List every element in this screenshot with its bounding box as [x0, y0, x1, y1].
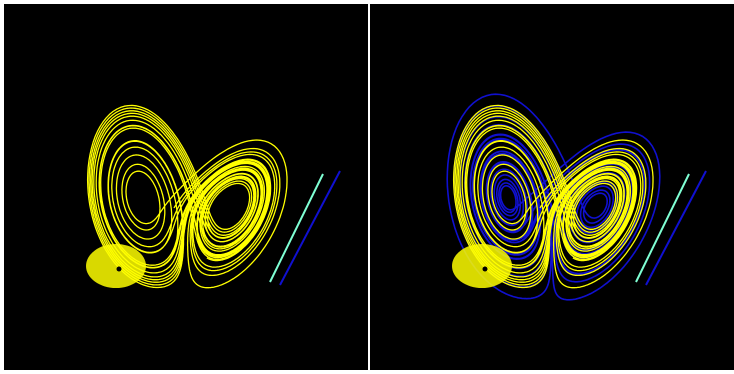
fixed-point-1 — [482, 266, 488, 272]
attractor-plot-left — [4, 4, 368, 370]
trajectory-primary-0 — [86, 104, 288, 289]
attractor-panel-left — [4, 4, 368, 370]
attractor-panel-right — [370, 4, 734, 370]
attractor-core-0 — [86, 244, 146, 288]
marker-line-1 — [635, 173, 690, 283]
fixed-point-0 — [116, 266, 122, 272]
marker-line-0 — [269, 173, 324, 283]
trajectory-primary-1 — [452, 104, 654, 289]
marker-line-shadow-1 — [645, 170, 707, 286]
attractor-plot-right — [370, 4, 734, 370]
attractor-core-1 — [452, 244, 512, 288]
marker-line-shadow-0 — [279, 170, 341, 286]
